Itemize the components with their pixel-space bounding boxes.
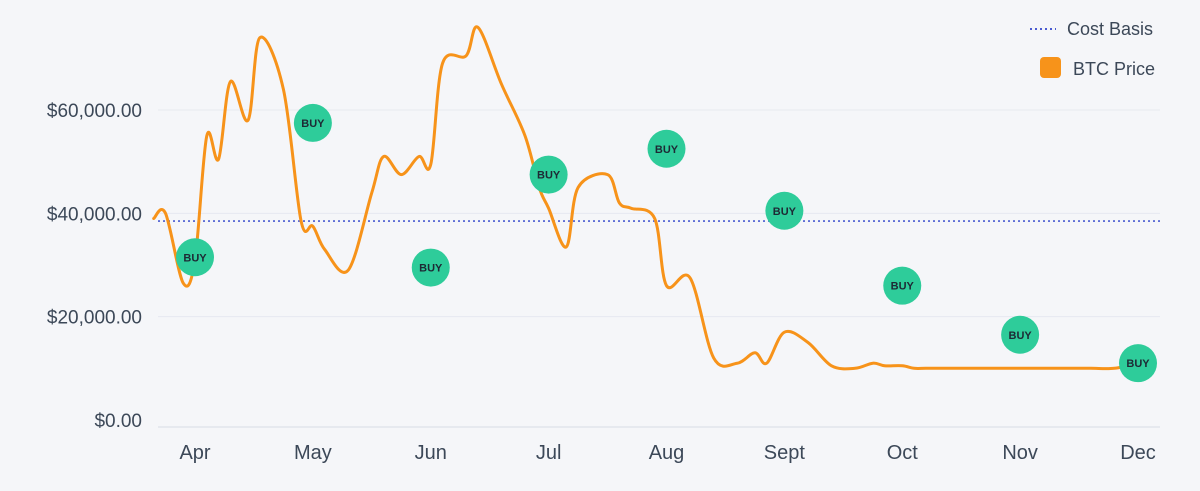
legend: Cost Basis BTC Price xyxy=(1030,19,1155,79)
y-tick-label: $40,000.00 xyxy=(47,204,142,225)
buy-marker-label: BUY xyxy=(301,118,325,130)
x-tick-label: Oct xyxy=(887,442,919,464)
buy-marker[interactable]: BUY xyxy=(765,191,804,230)
series-layer xyxy=(152,25,1140,371)
x-tick-label: Aug xyxy=(649,442,685,464)
buy-marker-label: BUY xyxy=(655,144,679,156)
buy-marker-circle xyxy=(647,129,686,168)
x-tick-label: Sept xyxy=(764,442,806,464)
legend-btc-price-swatch xyxy=(1040,57,1061,78)
x-tick-label: Jun xyxy=(415,442,447,464)
x-tick-label: May xyxy=(294,442,332,464)
x-tick-label: Jul xyxy=(536,442,562,464)
buy-marker-circle xyxy=(529,155,568,194)
buy-marker[interactable]: BUY xyxy=(647,129,686,168)
buy-marker-label: BUY xyxy=(1126,358,1150,370)
buy-marker[interactable]: BUY xyxy=(883,266,922,305)
buy-marker-label: BUY xyxy=(183,252,207,264)
buy-marker-circle xyxy=(1119,344,1157,383)
buy-marker[interactable]: BUY xyxy=(411,248,450,287)
x-tick-label: Dec xyxy=(1120,442,1156,464)
x-axis: Apr May Jun Jul Aug Sept Oct Nov Dec xyxy=(179,442,1155,464)
buy-marker-circle xyxy=(176,238,214,277)
y-tick-label: $60,000.00 xyxy=(47,101,142,122)
y-tick-label: $20,000.00 xyxy=(47,308,142,329)
buy-marker-label: BUY xyxy=(773,206,797,218)
buy-marker[interactable]: BUY xyxy=(529,155,568,194)
buy-marker[interactable]: BUY xyxy=(293,103,332,142)
buy-marker-circle xyxy=(293,103,332,142)
y-axis: $0.00 $20,000.00 $40,000.00 $60,000.00 xyxy=(47,101,142,432)
buy-markers: BUY BUY BUY BUY BUY BUY BUY BUY BUY xyxy=(176,103,1157,383)
buy-marker-circle xyxy=(883,266,922,305)
buy-marker[interactable]: BUY xyxy=(176,238,214,277)
y-tick-label: $0.00 xyxy=(94,411,142,432)
buy-marker-circle xyxy=(1001,315,1040,354)
legend-btc-price-label: BTC Price xyxy=(1073,59,1155,79)
legend-cost-basis-label: Cost Basis xyxy=(1067,19,1153,39)
legend-item-cost-basis[interactable]: Cost Basis xyxy=(1030,19,1153,39)
buy-marker-label: BUY xyxy=(537,170,561,182)
buy-marker[interactable]: BUY xyxy=(1119,344,1157,383)
buy-marker-label: BUY xyxy=(1009,330,1033,342)
x-tick-label: Apr xyxy=(179,442,210,464)
buy-marker[interactable]: BUY xyxy=(1001,315,1040,354)
buy-marker-circle xyxy=(765,191,804,230)
buy-marker-circle xyxy=(411,248,450,287)
btc-price-line xyxy=(152,25,1140,371)
buy-marker-label: BUY xyxy=(419,263,443,275)
buy-marker-label: BUY xyxy=(891,281,915,293)
x-tick-label: Nov xyxy=(1002,442,1038,464)
legend-item-btc-price[interactable]: BTC Price xyxy=(1040,57,1155,79)
